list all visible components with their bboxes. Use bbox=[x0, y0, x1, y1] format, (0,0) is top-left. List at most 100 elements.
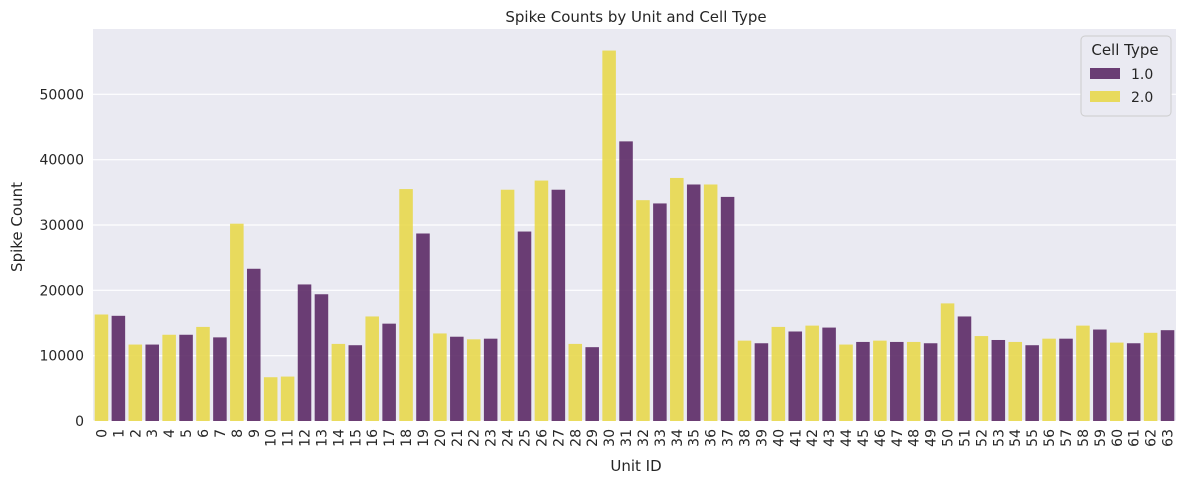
x-tick-label: 33 bbox=[653, 429, 669, 447]
bar-unit-10 bbox=[263, 377, 278, 421]
x-tick-label: 42 bbox=[805, 429, 821, 447]
x-tick-label: 12 bbox=[298, 429, 314, 447]
bar-unit-57 bbox=[1059, 338, 1073, 421]
x-tick-label: 49 bbox=[924, 429, 940, 447]
chart-title: Spike Counts by Unit and Cell Type bbox=[505, 8, 766, 26]
x-tick-label: 59 bbox=[1093, 429, 1109, 447]
bar-unit-23 bbox=[483, 338, 498, 421]
x-tick-label: 51 bbox=[957, 429, 973, 447]
x-tick-label: 45 bbox=[856, 429, 872, 447]
x-tick-label: 5 bbox=[179, 429, 195, 438]
x-tick-label: 19 bbox=[416, 429, 432, 447]
x-tick-label: 23 bbox=[484, 429, 500, 447]
legend-label-2: 2.0 bbox=[1131, 90, 1153, 106]
x-tick-label: 47 bbox=[890, 429, 906, 447]
x-tick-label: 56 bbox=[1042, 429, 1058, 447]
y-tick-label: 10000 bbox=[39, 349, 84, 365]
x-tick-label: 55 bbox=[1025, 429, 1041, 447]
legend: Cell Type 1.0 2.0 bbox=[1080, 35, 1172, 117]
bar-unit-18 bbox=[399, 189, 413, 421]
bar-unit-0 bbox=[94, 314, 109, 421]
x-tick-label: 29 bbox=[585, 429, 601, 447]
x-tick-label: 3 bbox=[145, 429, 161, 438]
x-tick-label: 62 bbox=[1144, 429, 1160, 447]
bar-unit-5 bbox=[179, 334, 193, 421]
y-tick-label: 40000 bbox=[39, 153, 84, 169]
bar-unit-1 bbox=[111, 315, 126, 421]
bar-unit-22 bbox=[466, 339, 481, 421]
legend-swatch-2 bbox=[1090, 91, 1120, 102]
x-tick-label: 28 bbox=[568, 429, 584, 447]
x-tick-label: 32 bbox=[636, 429, 652, 447]
x-tick-label: 63 bbox=[1161, 429, 1177, 447]
bar-unit-38 bbox=[737, 340, 752, 421]
bar-unit-21 bbox=[450, 336, 464, 421]
x-tick-label: 58 bbox=[1076, 429, 1092, 447]
x-tick-label: 2 bbox=[128, 429, 144, 438]
bar-unit-53 bbox=[991, 339, 1006, 421]
bar-unit-31 bbox=[619, 141, 633, 421]
x-tick-label: 37 bbox=[721, 429, 737, 447]
bar-unit-34 bbox=[670, 177, 684, 421]
bar-unit-33 bbox=[653, 203, 667, 421]
bar-unit-48 bbox=[906, 341, 921, 421]
x-tick-label: 7 bbox=[213, 429, 229, 438]
bar-unit-15 bbox=[348, 345, 363, 421]
x-tick-label: 43 bbox=[822, 429, 838, 447]
bar-unit-4 bbox=[162, 334, 176, 421]
bar-unit-46 bbox=[873, 340, 887, 421]
x-tick-label: 40 bbox=[771, 429, 787, 447]
x-tick-label: 13 bbox=[314, 429, 330, 447]
bar-unit-50 bbox=[940, 303, 955, 421]
x-tick-label: 27 bbox=[551, 429, 567, 447]
bar-unit-60 bbox=[1110, 342, 1124, 421]
bar-unit-47 bbox=[890, 341, 904, 421]
x-tick-label: 16 bbox=[365, 429, 381, 447]
y-tick-label: 30000 bbox=[39, 218, 84, 234]
x-tick-label: 21 bbox=[450, 429, 466, 447]
bar-unit-8 bbox=[230, 223, 244, 421]
x-tick-label: 39 bbox=[754, 429, 770, 447]
y-tick-label: 50000 bbox=[39, 87, 84, 103]
x-tick-label: 35 bbox=[687, 429, 703, 447]
x-tick-label: 31 bbox=[619, 429, 635, 447]
x-axis-label: Unit ID bbox=[610, 457, 661, 475]
x-tick-label: 9 bbox=[247, 429, 263, 438]
bar-unit-51 bbox=[957, 316, 972, 421]
bar-unit-24 bbox=[500, 189, 515, 421]
y-axis-label: Spike Count bbox=[8, 182, 26, 272]
y-axis-ticks: 0 10000 20000 30000 40000 50000 bbox=[39, 87, 84, 430]
bar-unit-7 bbox=[213, 337, 227, 421]
bar-unit-42 bbox=[805, 325, 819, 421]
y-tick-label: 20000 bbox=[39, 283, 84, 299]
x-tick-label: 15 bbox=[348, 429, 364, 447]
bar-unit-25 bbox=[517, 231, 532, 421]
bar-unit-36 bbox=[703, 184, 718, 421]
x-tick-label: 22 bbox=[467, 429, 483, 447]
x-tick-label: 0 bbox=[94, 429, 110, 438]
bar-unit-9 bbox=[246, 268, 261, 421]
x-tick-label: 24 bbox=[501, 429, 517, 447]
x-tick-label: 52 bbox=[974, 429, 990, 447]
bar-unit-41 bbox=[788, 331, 803, 421]
bar-unit-13 bbox=[314, 294, 329, 421]
bar-unit-44 bbox=[839, 344, 853, 421]
x-tick-label: 44 bbox=[839, 429, 855, 447]
legend-swatch-1 bbox=[1090, 68, 1120, 79]
x-axis-ticks: 0 1 2 3 4 5 6 7 8 9 10 11 12 13 14 15 16 17 18 19 20 21 22 23 24… bbox=[94, 429, 1176, 447]
bar-unit-2 bbox=[128, 344, 143, 421]
bar-unit-45 bbox=[856, 341, 870, 421]
bar-unit-19 bbox=[416, 233, 430, 421]
bar-unit-58 bbox=[1076, 325, 1090, 421]
x-tick-label: 36 bbox=[704, 429, 720, 447]
bar-unit-39 bbox=[754, 343, 769, 421]
x-tick-label: 30 bbox=[602, 429, 618, 447]
bar-unit-14 bbox=[331, 343, 346, 421]
bar-unit-63 bbox=[1160, 330, 1175, 421]
x-tick-label: 41 bbox=[788, 429, 804, 447]
x-tick-label: 25 bbox=[518, 429, 534, 447]
x-tick-label: 26 bbox=[534, 429, 550, 447]
bar-unit-6 bbox=[196, 326, 210, 421]
